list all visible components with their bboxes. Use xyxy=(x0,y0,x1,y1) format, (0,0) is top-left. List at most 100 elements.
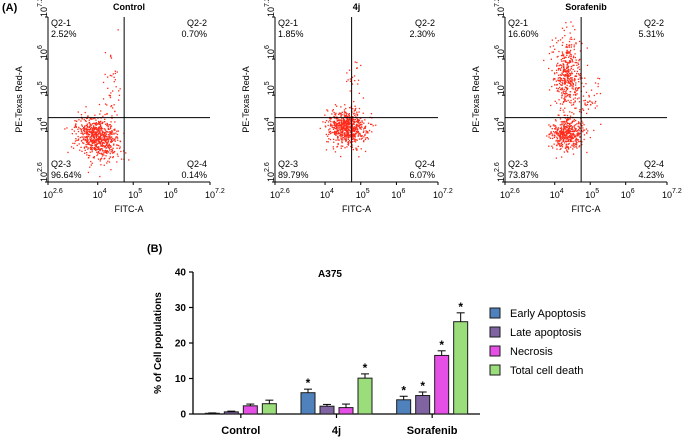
event-dot xyxy=(89,136,91,138)
event-dot xyxy=(561,72,563,74)
event-dot xyxy=(352,126,354,128)
event-dot xyxy=(96,142,98,144)
event-dot xyxy=(575,143,577,146)
event-dot xyxy=(335,123,338,125)
event-dot xyxy=(375,124,377,126)
event-dot xyxy=(343,109,346,111)
event-dot xyxy=(346,133,348,136)
event-dot xyxy=(345,130,348,132)
event-dot xyxy=(340,132,342,134)
event-dot xyxy=(362,131,365,133)
event-dot xyxy=(114,70,116,72)
event-dot xyxy=(356,124,359,126)
event-dot xyxy=(86,146,88,148)
event-dot xyxy=(568,130,570,132)
event-dot xyxy=(74,142,76,145)
event-dot xyxy=(568,138,570,140)
event-dot xyxy=(566,126,568,129)
event-dot xyxy=(85,136,87,139)
event-dot xyxy=(102,134,104,136)
event-dot xyxy=(567,51,569,53)
event-dot xyxy=(84,152,86,154)
quadrant-percent: 0.14% xyxy=(181,170,207,180)
event-dot xyxy=(342,122,344,124)
event-dot xyxy=(571,130,573,133)
event-dot xyxy=(558,134,560,136)
event-dot xyxy=(98,127,100,129)
event-dot xyxy=(118,94,121,96)
event-dot xyxy=(82,128,84,130)
event-dot xyxy=(355,133,357,135)
event-dot xyxy=(356,117,358,120)
x-tick-exp: 7.2 xyxy=(215,188,225,195)
event-dot xyxy=(346,115,348,117)
event-dot xyxy=(99,152,101,154)
event-dot xyxy=(340,138,343,141)
event-dot xyxy=(344,138,346,140)
event-dot xyxy=(340,147,342,149)
event-dot xyxy=(103,154,105,156)
event-dot xyxy=(354,118,356,121)
event-dot xyxy=(95,134,97,137)
event-dot xyxy=(573,135,576,137)
significance-marker: * xyxy=(439,338,444,352)
event-dot xyxy=(102,131,105,133)
event-dot xyxy=(568,132,570,134)
y-tick-exp: 2.6 xyxy=(494,162,501,172)
event-dot xyxy=(572,132,575,134)
event-dot xyxy=(561,128,563,130)
event-dot xyxy=(354,128,356,130)
x-tick-exp: 5 xyxy=(366,188,370,195)
event-dot xyxy=(564,35,566,37)
event-dot xyxy=(560,89,562,91)
event-dot xyxy=(348,120,350,122)
x-tick-label: 104 xyxy=(93,188,107,200)
event-dot xyxy=(575,141,578,143)
event-dot xyxy=(563,134,565,136)
event-dot xyxy=(362,112,364,114)
event-dot xyxy=(72,142,74,144)
event-dot xyxy=(334,116,336,118)
event-dot xyxy=(568,82,571,84)
event-dot xyxy=(568,147,570,149)
event-dot xyxy=(105,151,107,153)
event-dot xyxy=(553,124,555,126)
event-dot xyxy=(574,75,576,77)
event-dot xyxy=(570,132,572,135)
event-dot xyxy=(86,132,88,134)
event-dot xyxy=(97,134,99,136)
event-dot xyxy=(341,131,343,133)
event-dot xyxy=(574,61,576,64)
event-dot xyxy=(586,101,589,103)
event-dot xyxy=(562,109,564,111)
event-dot xyxy=(105,150,108,152)
event-dot xyxy=(340,112,342,114)
event-dot xyxy=(77,111,79,113)
event-dot xyxy=(560,121,562,123)
event-dot xyxy=(119,147,121,150)
event-dot xyxy=(350,145,352,148)
event-dot xyxy=(563,67,565,69)
y-tick-label: 104 xyxy=(264,117,276,131)
event-dot xyxy=(98,120,100,123)
event-dot xyxy=(557,127,559,129)
event-dot xyxy=(111,131,114,133)
event-dot xyxy=(561,132,563,134)
event-dot xyxy=(556,84,558,86)
event-dot xyxy=(90,148,92,150)
event-dot xyxy=(111,115,113,117)
x-tick-base: 10 xyxy=(128,190,138,200)
event-dot xyxy=(347,144,350,146)
event-dot xyxy=(568,62,570,64)
event-dot xyxy=(346,121,348,123)
event-dot xyxy=(572,64,574,67)
event-dot xyxy=(566,93,568,95)
event-dot xyxy=(571,122,573,124)
event-dot xyxy=(99,149,101,151)
y-tick-base: 10 xyxy=(266,85,276,95)
event-dot xyxy=(349,107,351,109)
event-dot xyxy=(569,115,572,117)
event-dot xyxy=(105,147,108,149)
event-dot xyxy=(575,84,577,86)
event-dot xyxy=(577,87,580,89)
